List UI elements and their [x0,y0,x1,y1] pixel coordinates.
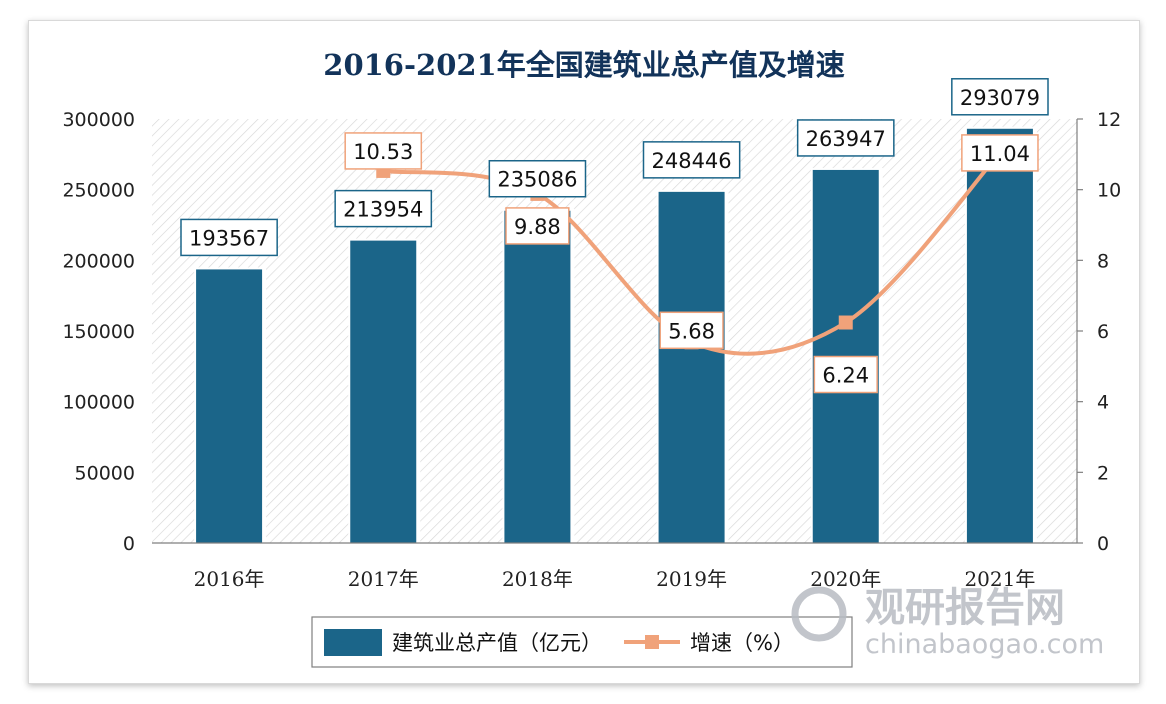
bar-value-label-box [488,159,587,198]
y-left-tick-label: 300000 [62,109,135,131]
plot-area [152,119,1077,543]
growth-value-label-box [505,207,570,245]
bar-value-label: 263947 [806,127,886,151]
watermark-en: chinabaogao.com [865,629,1104,660]
growth-value-label: 11.04 [970,142,1030,166]
bar-value-label: 235086 [497,168,577,192]
y-left-tick-label: 150000 [62,321,135,343]
legend-label-bar: 建筑业总产值（亿元） [392,631,602,655]
y-right-tick-label: 8 [1097,250,1109,272]
growth-value-label-box [344,132,423,170]
bar [966,128,1033,543]
bar-value-label: 193567 [189,226,269,250]
growth-value-label: 10.53 [353,140,413,164]
chart-title: 2016-2021年全国建筑业总产值及增速 [323,48,844,82]
y-left-tick-label: 0 [123,533,135,555]
bar-value-label: 293079 [960,86,1040,110]
growth-value-label-box [813,355,878,394]
watermark-logo-icon [791,586,847,642]
growth-value-label-box [659,311,724,350]
growth-marker [838,315,853,330]
y-right-tick-label: 12 [1097,109,1121,131]
bar [504,210,571,543]
y-right-tick-label: 10 [1097,180,1121,202]
y-left-tick-label: 50000 [75,462,135,484]
y-right-tick-label: 6 [1097,321,1109,343]
y-left-tick-label: 100000 [62,392,135,414]
bar-value-label-box [796,119,895,157]
y-right-tick-label: 2 [1097,462,1109,484]
chart-svg: 2016-2021年全国建筑业总产值及增速 193567 213954 235086… [62,48,1121,668]
bar-value-label-box [951,78,1049,116]
y-left-tick-label: 200000 [62,250,135,272]
growth-value-label: 5.68 [668,319,715,343]
bar [658,191,725,544]
watermark-cn: 观研报告网 [865,585,1065,631]
x-tick-label: 2017年 [348,567,419,591]
y-right-tick-label: 0 [1097,533,1109,555]
legend-label-line: 增速（%） [690,631,794,655]
x-tick-label: 2021年 [964,567,1035,591]
legend-swatch-marker [645,635,659,649]
growth-value-label-box [961,134,1039,172]
legend-box [311,616,853,668]
growth-value-label: 9.88 [514,215,561,239]
bar [196,269,263,543]
bar-value-label-box [180,218,278,257]
bar-value-label: 248446 [651,149,731,173]
legend-swatch-bar [324,629,382,656]
x-tick-label: 2018年 [502,567,573,591]
growth-value-label: 6.24 [822,364,869,388]
chart-frame: 2016-2021年全国建筑业总产值及增速 193567 213954 235086… [28,20,1140,684]
bar-value-label-box [334,189,433,228]
bar [350,240,417,543]
bar-value-label: 213954 [343,198,423,222]
bar-value-label-box [642,141,741,179]
x-tick-label: 2019年 [656,567,727,591]
x-tick-label: 2016年 [194,567,265,591]
y-left-tick-label: 250000 [62,180,135,202]
y-right-tick-label: 4 [1097,392,1109,414]
